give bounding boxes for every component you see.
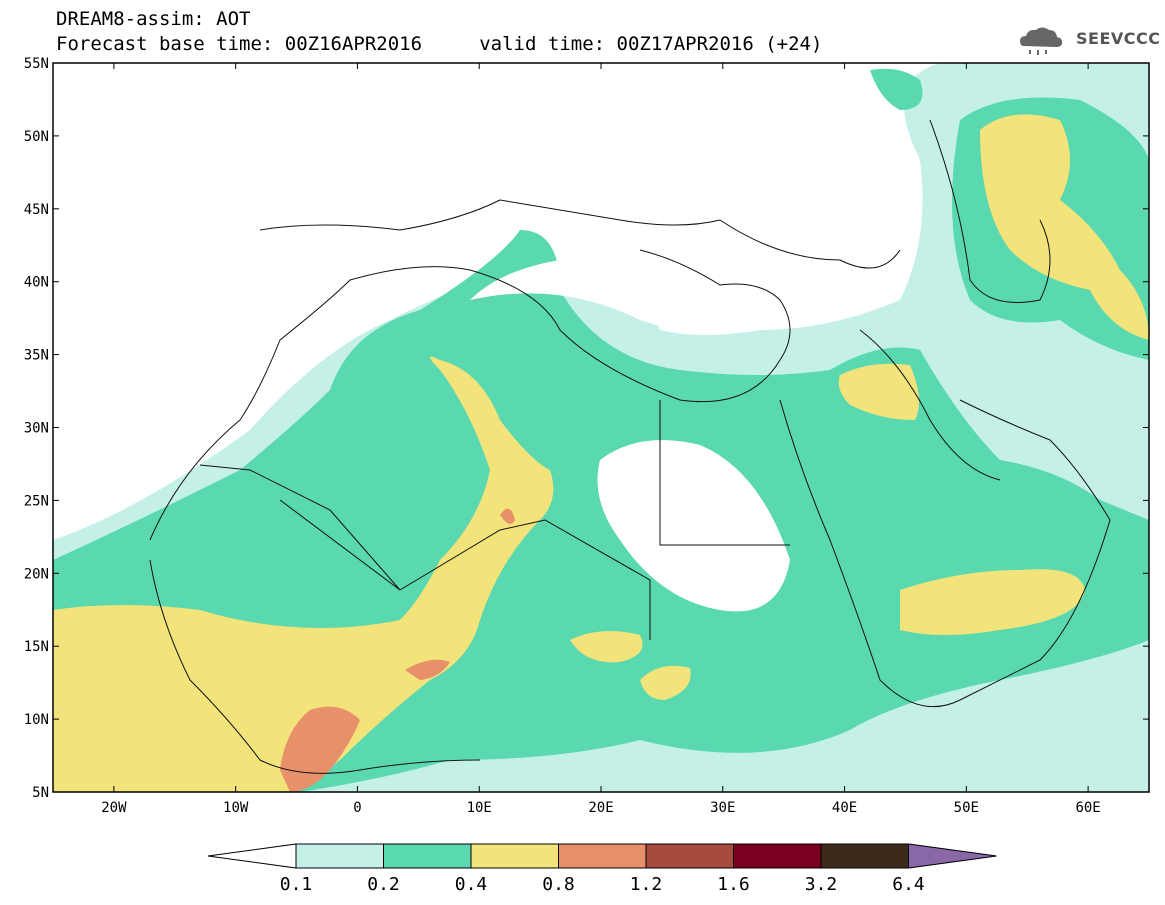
lon-tick-label: 10W [223,800,249,816]
aot-contour-0.4-chad [640,665,691,700]
colorbar-label: 1.2 [630,874,663,895]
aot-contour-0.8-niger [405,659,450,680]
aot-clear-area-libya [597,440,790,612]
lon-tick-label: 60E [1075,800,1100,816]
colorbar-label: 0.8 [542,874,575,895]
colorbar-label: 0.2 [367,874,400,895]
cloud-icon [1020,27,1063,55]
colorbar-label: 0.1 [280,874,313,895]
lat-tick-label: 20N [24,566,49,582]
aot-contour-0.2-north [870,68,923,110]
lat-tick-label: 30N [24,421,49,437]
colorbar-bin [558,843,647,869]
aot-field [53,63,1149,792]
colorbar-bin [645,843,734,869]
aot-contour-0.8-libya [500,508,515,524]
lat-tick-label: 40N [24,275,49,291]
colorbar-label: 6.4 [892,874,925,895]
lat-tick-label: 15N [24,639,49,655]
lat-tick-label: 50N [24,129,49,145]
colorbar-label: 1.6 [717,874,750,895]
aot-contour-0.4-west-africa [53,356,554,792]
lon-tick-label: 40E [832,800,857,816]
aot-contour-0.8-nigeria [280,706,360,792]
aot-clear-area-med [470,257,780,334]
forecast-time-line: Forecast base time: 00Z16APR2016 valid t… [56,33,823,55]
colorbar: 0.1 0.2 0.4 0.8 1.2 1.6 3.2 6.4 [207,843,997,895]
latitude-axis: 55N 50N 45N 40N 35N 30N 25N 20N 15N 10N 5N [24,56,1149,801]
chart-title: DREAM8-assim: AOT [56,8,251,30]
lon-tick-label: 10E [467,800,492,816]
lat-tick-label: 35N [24,348,49,364]
aot-contour-0.4-caspian [980,114,1149,340]
colorbar-label: 0.4 [455,874,488,895]
logo-text: SEEVCCC [1076,29,1161,48]
colorbar-bin [295,843,384,869]
colorbar-low-arrow [207,843,297,869]
lon-tick-label: 0 [353,800,361,816]
lon-tick-label: 20E [588,800,613,816]
colorbar-high-arrow [908,843,997,869]
colorbar-bin [470,843,559,869]
longitude-axis: 20W 10W 0 10E 20E 30E 40E 50E 60E [101,63,1101,816]
lat-tick-label: 10N [24,712,49,728]
colorbar-bin [820,843,909,869]
lon-tick-label: 20W [101,800,127,816]
lat-tick-label: 25N [24,493,49,509]
colorbar-label: 3.2 [805,874,838,895]
lat-tick-label: 55N [24,56,49,72]
lon-tick-label: 30E [710,800,735,816]
lat-tick-label: 5N [32,785,49,801]
colorbar-bin [733,843,822,869]
aot-contour-0.4-sudan [570,631,643,663]
coastlines [149,119,1111,774]
aot-contour-0.4-arabia [900,569,1085,635]
aot-contour-0.4-iraq [838,363,919,420]
lon-tick-label: 50E [954,800,979,816]
colorbar-bin [383,843,472,869]
lat-tick-label: 45N [24,202,49,218]
